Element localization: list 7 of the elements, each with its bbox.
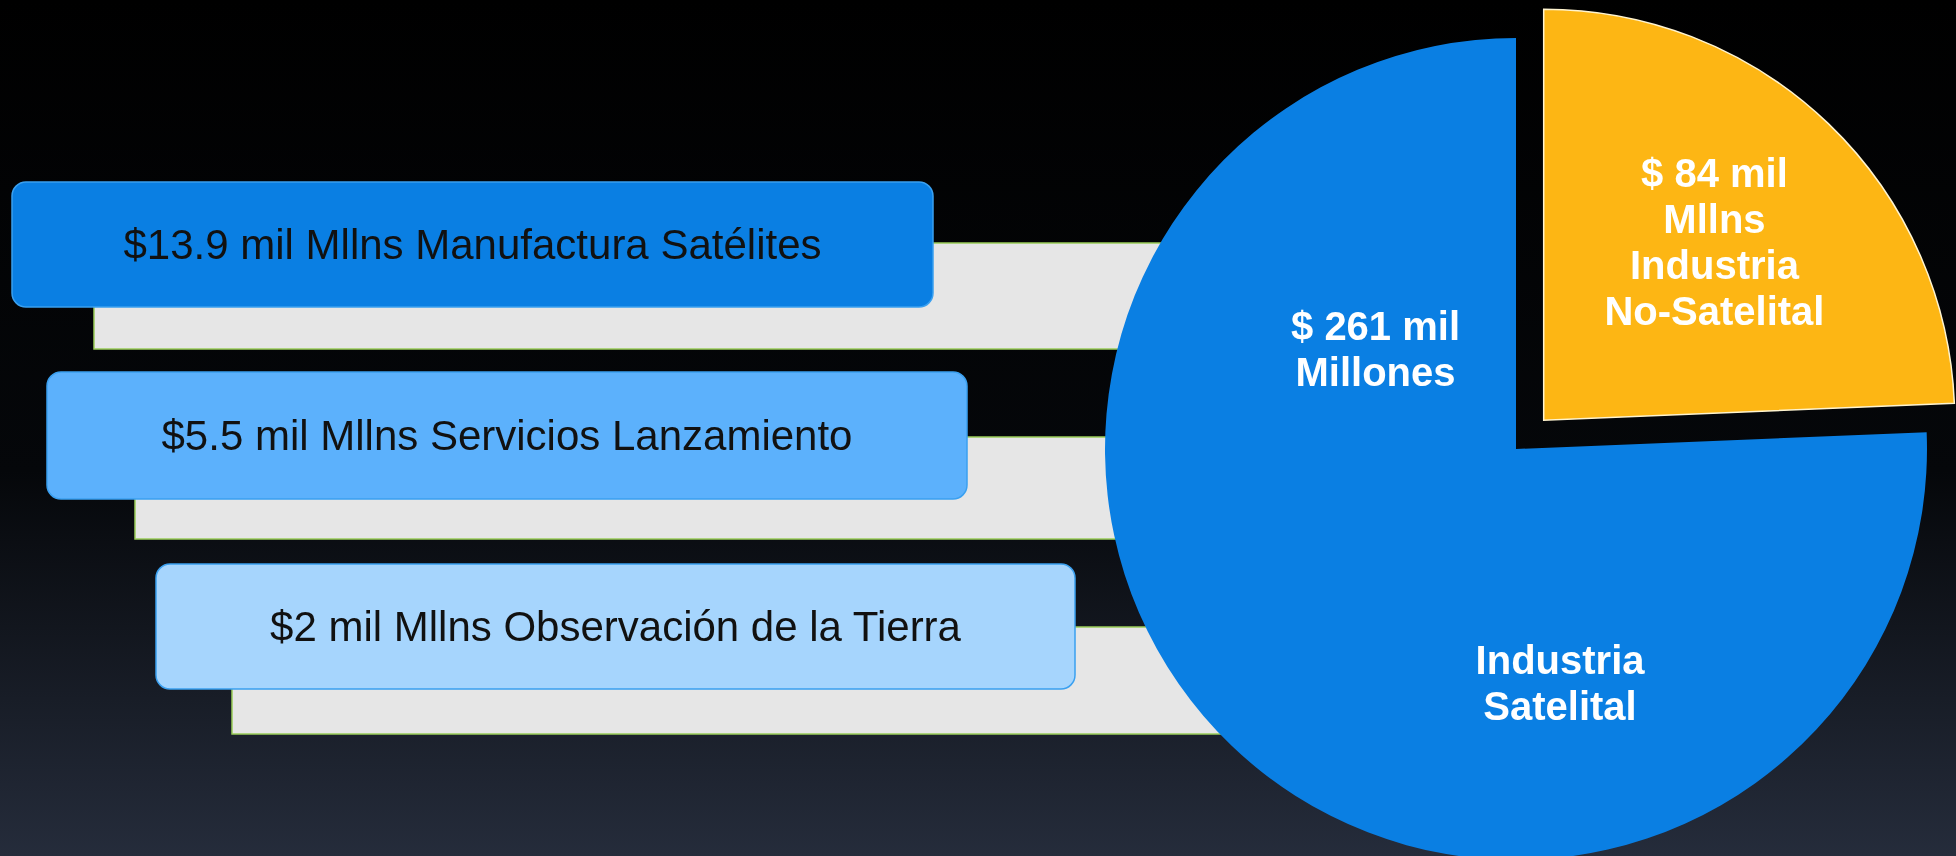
slice-label: Industria Satelital (1475, 638, 1646, 729)
text: $13.9 mil Mllns Manufactura Satélites (123, 221, 822, 268)
slice-label: Industria No-Satelital (1604, 243, 1825, 334)
text: $5.5 mil Mllns Servicios Lanzamiento (161, 412, 853, 459)
data-label: $ 84 mil Mllns (1641, 151, 1788, 242)
data-label: $ 261 mil Millones (1291, 303, 1461, 394)
text: $2 mil Mllns Observación de la Tierra (270, 603, 962, 650)
